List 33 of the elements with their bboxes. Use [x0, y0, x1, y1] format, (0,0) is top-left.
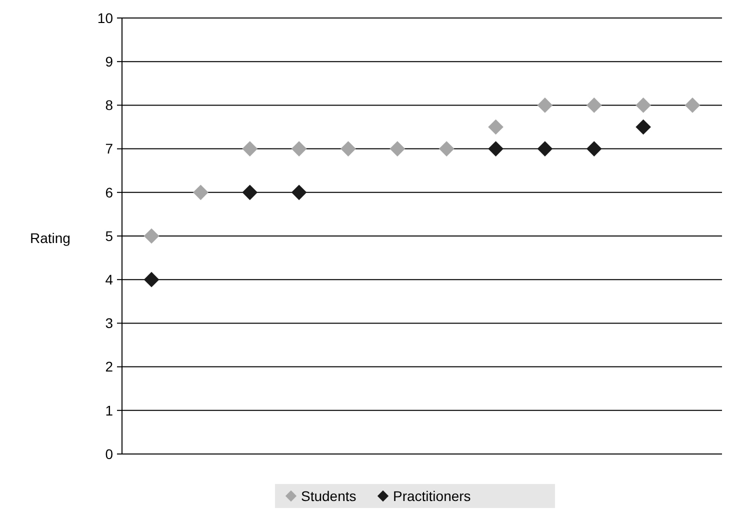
point [488, 141, 504, 156]
point [586, 141, 602, 156]
y-tick-label: 6 [105, 184, 114, 200]
y-tick-label: 3 [105, 315, 114, 332]
point [537, 98, 553, 113]
y-tick-label: 0 [105, 446, 114, 462]
point [242, 141, 258, 156]
y-tick-label: 5 [105, 228, 114, 244]
y-tick-label: 9 [105, 54, 114, 70]
y-tick-label: 1 [105, 402, 114, 418]
point [636, 119, 651, 135]
point [537, 141, 553, 156]
y-tick-label: 4 [105, 272, 114, 288]
y-tick-label: 8 [105, 97, 114, 114]
point [291, 184, 307, 200]
point [390, 141, 406, 156]
point [438, 141, 454, 156]
y-axis-title: Rating [30, 230, 70, 246]
point [488, 119, 504, 135]
legend-label: Practitioners [393, 488, 471, 504]
point [193, 184, 208, 200]
point [144, 272, 160, 288]
y-tick-label: 10 [97, 10, 114, 26]
point [144, 228, 160, 244]
y-tick-label: 2 [105, 358, 114, 375]
point [340, 141, 356, 156]
point [636, 98, 651, 113]
point [291, 141, 307, 156]
point [684, 98, 700, 113]
point [586, 98, 602, 113]
point [242, 184, 258, 200]
y-tick-label: 7 [105, 140, 114, 157]
legend-label: Students [301, 488, 356, 504]
